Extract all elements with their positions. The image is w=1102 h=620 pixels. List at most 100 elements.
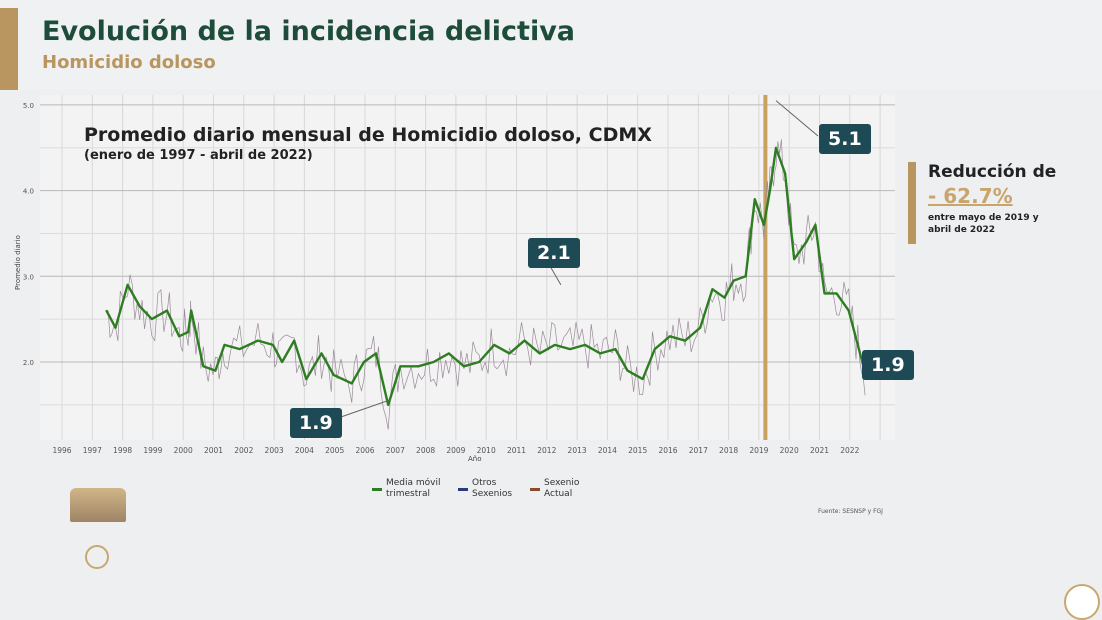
x-tick-label: 2020 [780,446,799,455]
government-logo [70,488,126,522]
annotation-arrow-peak [775,100,819,137]
moving-average-point [257,339,259,342]
moving-average-point [538,352,541,355]
moving-average-point [138,305,141,308]
x-tick-label: 1996 [52,446,71,455]
moving-average-point [699,326,702,329]
moving-average-point [805,241,808,243]
moving-average-point [238,348,241,350]
annotation-badge-2006: 1.9 [290,408,342,438]
moving-average-point [753,198,756,200]
moving-average-point [293,339,296,342]
moving-average-point [857,344,859,346]
x-tick-label: 2016 [658,446,677,455]
plot-area [40,95,895,440]
moving-average-line [105,146,869,407]
moving-average-point [478,361,480,363]
legend-swatch [372,487,382,491]
annotation-badge-peak: 5.1 [819,124,871,154]
moving-average-point [399,365,402,368]
sexenio-start-marker [763,95,768,440]
legend-label: Sexenio Actual [544,478,580,499]
x-tick-label: 2021 [810,446,829,455]
x-tick-label: 2003 [265,446,284,455]
moving-average-point [823,292,826,295]
legend-swatch [530,487,540,491]
moving-average-point [775,146,777,149]
moving-average-point [847,309,850,312]
moving-average-point [653,348,656,350]
x-tick-label: 2002 [234,446,253,455]
reduction-accent-bar [908,162,916,244]
moving-average-point [187,331,189,333]
moving-average-point [569,348,571,350]
chart-subtitle: (enero de 1997 - abril de 2022) [84,148,313,163]
moving-average-point [363,361,365,363]
moving-average-point [732,279,735,282]
moving-average-point [214,369,217,372]
moving-average-point [523,339,526,342]
moving-average-point [202,365,205,368]
reduction-note: entre mayo de 2019 y abril de 2022 [928,213,1039,235]
x-tick-label: 2018 [719,446,738,455]
x-tick-label: 2004 [295,446,314,455]
moving-average-point [744,275,747,278]
annotation-badge-2012: 2.1 [528,238,580,268]
x-tick-label: 2009 [446,446,465,455]
x-tick-label: 2010 [477,446,496,455]
slide-title: Evolución de la incidencia delictiva [42,16,576,47]
moving-average-point [769,189,771,192]
x-tick-label: 2008 [416,446,435,455]
moving-average-point [320,352,323,355]
moving-average-point [178,335,180,338]
x-tick-label: 2001 [204,446,223,455]
moving-average-point [350,382,353,385]
x-tick-label: 1999 [143,446,162,455]
monthly-series-line [106,139,866,430]
x-tick-label: 2022 [840,446,859,455]
y-tick-label: 5.0 [23,102,34,110]
moving-average-point [375,352,377,355]
x-tick-label: 2017 [689,446,708,455]
reduction-label: Reducción de [928,162,1057,182]
x-tick-label: 2013 [568,446,587,455]
annotation-leader-2012 [549,265,562,286]
moving-average-point [305,378,308,380]
moving-average-point [223,344,226,346]
x-tick-label: 2000 [174,446,193,455]
moving-average-point [493,344,496,346]
moving-average-point [614,348,617,350]
y-tick-label: 3.0 [23,273,34,281]
moving-average-point [626,369,629,372]
moving-average-point [641,378,644,380]
corner-seal-icon [1064,584,1100,620]
moving-average-point [417,365,420,368]
x-tick-label: 1998 [113,446,132,455]
x-tick-label: 2007 [386,446,405,455]
reduction-value: - 62.7% [928,184,1013,208]
x-tick-label: 2015 [628,446,647,455]
x-axis-label: Año [468,455,482,463]
x-tick-label: 2011 [507,446,526,455]
moving-average-point [387,404,389,406]
moving-average-point [281,361,283,363]
moving-average-point [105,309,108,312]
moving-average-point [508,352,511,355]
legend-item-actual: Sexenio Actual [530,478,588,500]
moving-average-point [669,335,671,338]
moving-average-point [126,284,129,286]
moving-average-point [784,172,786,175]
moving-average-point [463,365,465,368]
moving-average-point [332,374,335,376]
moving-average-point [814,224,817,226]
moving-average-point [793,258,795,260]
x-tick-label: 2006 [355,446,374,455]
moving-average-point [166,309,168,312]
moving-average-point [723,296,726,299]
legend-item-ma: Media móvil trimestral [372,478,450,500]
government-seal-icon [85,545,109,569]
legend-swatch [458,487,468,491]
header-accent-bar [0,8,18,90]
legend-label: Otros Sexenios [472,478,513,499]
